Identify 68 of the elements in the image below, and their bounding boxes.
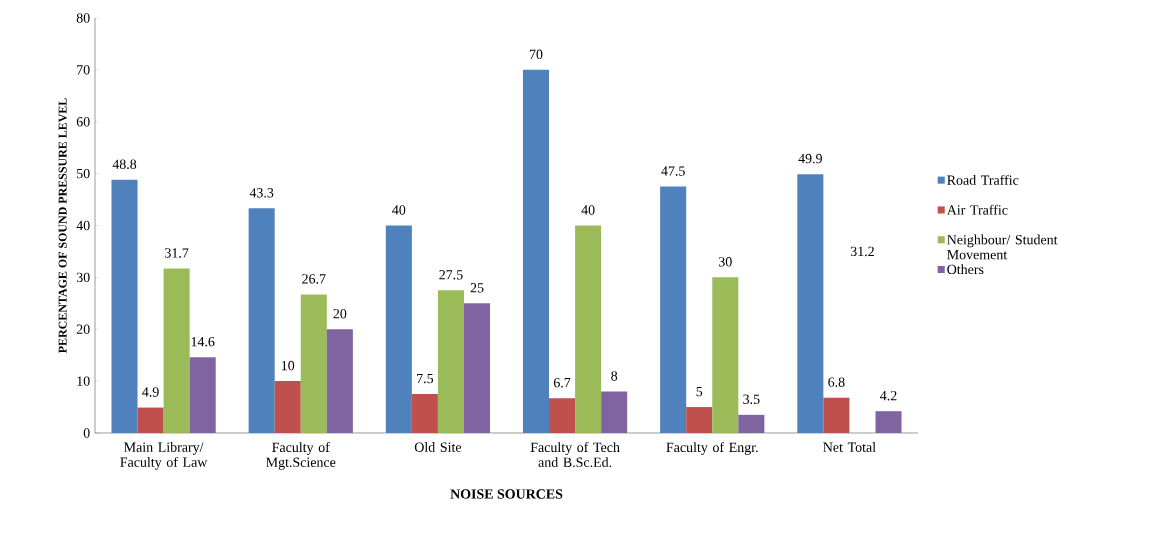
data-label: 48.8 — [112, 159, 137, 170]
bar — [385, 225, 412, 433]
y-axis-title: PERCENTAGE OF SOUND PRESSURE LEVEL — [58, 98, 67, 354]
data-label: 5 — [696, 386, 703, 397]
y-tick-label: 70 — [77, 65, 90, 75]
bar — [797, 174, 824, 433]
legend-label: Others — [947, 264, 984, 275]
data-label: 25 — [470, 283, 484, 293]
y-tick-label: 50 — [77, 168, 90, 179]
bar — [738, 414, 765, 433]
data-label: 26.7 — [302, 274, 326, 284]
bar — [326, 329, 353, 433]
data-label: 8 — [611, 371, 618, 381]
data-label: 3.5 — [743, 394, 760, 405]
bar — [411, 394, 438, 433]
x-tick-label: Faculty of Tech and B.Sc.Ed. — [530, 442, 620, 468]
y-tick-label: 10 — [77, 376, 90, 386]
y-tick-label: 60 — [76, 117, 90, 127]
bar — [875, 411, 902, 433]
bar — [601, 391, 628, 433]
bar — [274, 381, 301, 433]
bar — [660, 186, 687, 433]
legend-label: Neighbour/ Student Movement — [947, 234, 1058, 260]
x-tick-label: Faculty of Engr. — [666, 442, 758, 455]
data-label: 40 — [581, 205, 595, 215]
legend-label: Air Traffic — [946, 204, 1008, 215]
data-label: 14.6 — [191, 336, 215, 347]
legend-label: Road Traffic — [947, 174, 1019, 185]
bar — [248, 208, 275, 433]
x-tick-label: Main Library/ Faculty of Law — [120, 442, 208, 470]
bar — [437, 290, 464, 433]
x-axis-title: NOISE SOURCES — [450, 489, 563, 499]
x-tick-label: Faculty of Mgt.Science — [266, 442, 336, 470]
bar — [712, 277, 739, 433]
bar — [300, 294, 327, 433]
data-label: 30 — [718, 257, 732, 267]
data-label: 4.9 — [142, 387, 159, 397]
data-label: 6.7 — [553, 377, 571, 388]
x-tick-label: Old Site — [414, 442, 462, 452]
data-label: 6.8 — [828, 377, 845, 387]
y-tick-label: 30 — [76, 272, 90, 283]
bar — [549, 398, 576, 433]
bar — [463, 303, 491, 433]
bar — [137, 407, 164, 433]
data-label: 27.5 — [439, 270, 463, 280]
data-label: 7.5 — [417, 373, 434, 384]
data-label: 10 — [281, 360, 295, 371]
data-label: 70 — [529, 49, 543, 60]
bar — [575, 225, 602, 433]
data-label: 4.2 — [880, 390, 897, 401]
data-label: 49.9 — [798, 153, 822, 164]
data-label: 20 — [333, 308, 347, 319]
bar — [163, 268, 190, 433]
x-tick-label: Net Total — [823, 442, 876, 452]
y-tick-label: 40 — [76, 220, 90, 231]
y-tick-label: 0 — [83, 428, 90, 438]
y-tick-label: 80 — [76, 13, 90, 23]
annotation: 31.2 — [850, 246, 874, 257]
data-label: 40 — [392, 205, 406, 215]
data-label: 31.7 — [165, 248, 189, 258]
bar — [823, 397, 850, 433]
bar — [522, 69, 550, 433]
bar — [686, 407, 713, 433]
data-label: 47.5 — [661, 166, 685, 176]
bar — [189, 357, 216, 433]
data-label: 43.3 — [249, 188, 274, 198]
bar — [111, 179, 138, 433]
y-tick-label: 20 — [76, 324, 90, 334]
